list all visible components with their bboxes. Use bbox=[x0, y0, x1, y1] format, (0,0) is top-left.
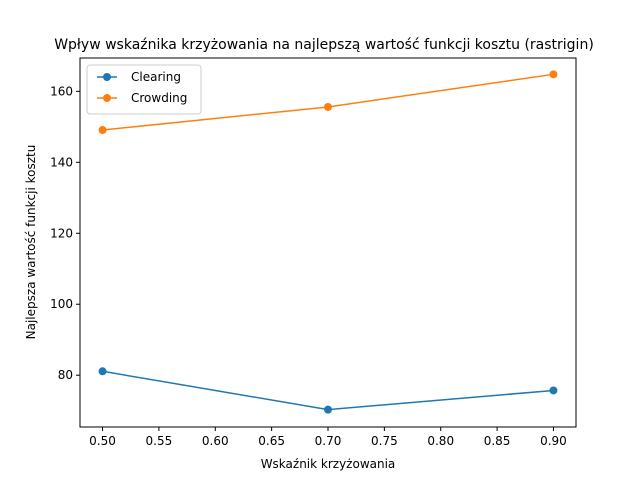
legend-label-clearing: Clearing bbox=[131, 70, 181, 84]
x-tick-label: 0.65 bbox=[258, 434, 285, 448]
y-axis: 80 100 120 140 160 bbox=[50, 84, 80, 382]
data-point-clearing-2 bbox=[549, 386, 558, 395]
x-tick-label: 0.50 bbox=[89, 434, 116, 448]
x-tick-label: 0.55 bbox=[146, 434, 173, 448]
x-axis-label: Wskaźnik krzyżowania bbox=[261, 457, 396, 471]
data-point-clearing-0 bbox=[98, 367, 107, 376]
x-tick-label: 0.90 bbox=[540, 434, 567, 448]
y-tick-label: 140 bbox=[50, 155, 73, 169]
data-point-crowding-0 bbox=[98, 126, 107, 135]
y-tick-label: 120 bbox=[50, 226, 73, 240]
plot-area bbox=[98, 70, 558, 414]
y-axis-label: Najlepsza wartość funkcji kosztu bbox=[24, 145, 38, 340]
legend-marker-clearing bbox=[103, 73, 111, 81]
legend-label-crowding: Crowding bbox=[131, 91, 187, 105]
legend-marker-crowding bbox=[103, 94, 111, 102]
data-point-crowding-1 bbox=[324, 102, 332, 111]
data-point-crowding-2 bbox=[549, 70, 558, 79]
x-tick-label: 0.75 bbox=[371, 434, 398, 448]
x-tick-label: 0.80 bbox=[427, 434, 454, 448]
y-tick-label: 100 bbox=[50, 297, 73, 311]
y-tick-label: 160 bbox=[50, 84, 73, 98]
legend: Clearing Crowding bbox=[86, 64, 202, 115]
x-tick-label: 0.85 bbox=[484, 434, 511, 448]
x-axis: 0.50 0.55 0.60 0.65 0.70 0.75 0.80 0.85 0.90 bbox=[89, 427, 567, 448]
x-tick-label: 0.60 bbox=[202, 434, 229, 448]
x-tick-label: 0.70 bbox=[315, 434, 342, 448]
chart-title: Wpływ wskaźnika krzyżowania na najlepszą… bbox=[54, 37, 594, 53]
data-point-clearing-1 bbox=[324, 405, 332, 414]
y-tick-label: 80 bbox=[58, 368, 73, 382]
